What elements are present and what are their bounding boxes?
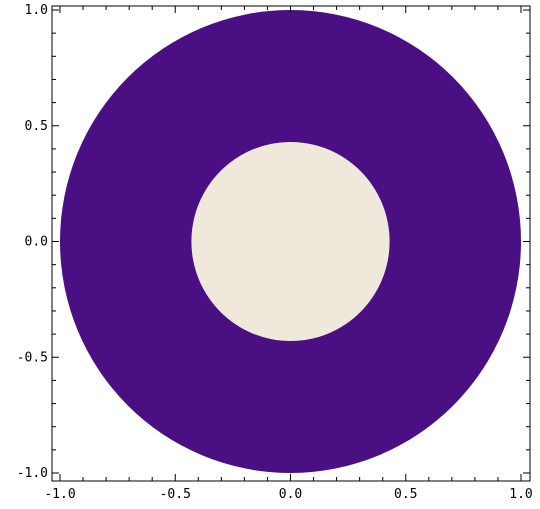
y-tick-label: 1.0 [25, 3, 48, 18]
inner-disk-region [191, 141, 390, 342]
x-tick-label: -1.0 [44, 487, 75, 502]
x-tick-label: 0.5 [394, 487, 417, 502]
regions-layer [60, 10, 521, 473]
y-tick-label: 0.0 [25, 235, 48, 250]
y-tick-label: 0.5 [25, 119, 48, 134]
x-tick-label: 0.0 [279, 487, 302, 502]
x-tick-label: 1.0 [509, 487, 532, 502]
y-tick-label: -1.0 [17, 466, 48, 481]
ticks-layer [52, 6, 530, 481]
y-tick-label: -0.5 [17, 350, 48, 365]
tick-labels-layer: -1.0 -0.5 0.0 0.5 1.0 1.0 0.5 0.0 -0.5 -1.0 [17, 3, 533, 502]
x-tick-label: -0.5 [160, 487, 191, 502]
